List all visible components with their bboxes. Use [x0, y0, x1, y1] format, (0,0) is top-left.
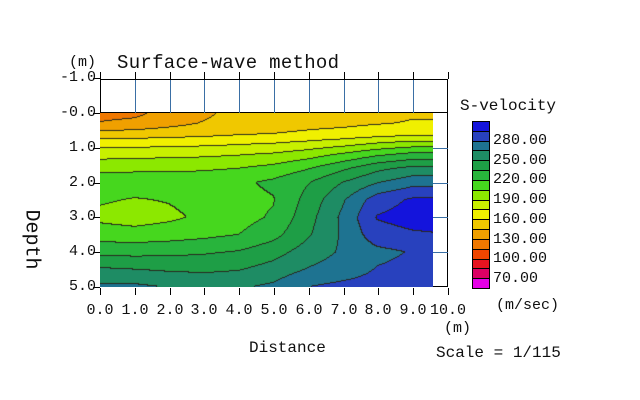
y-tick-label: 1.0 [68, 139, 96, 156]
legend-color-segment [473, 130, 489, 141]
top-tick [135, 72, 136, 79]
legend-color-segment [473, 199, 489, 210]
legend-color-segment [473, 248, 489, 259]
right-depth-tick [433, 148, 448, 149]
legend-color-segment [473, 268, 489, 279]
y-tick-label: 2.0 [68, 174, 96, 191]
left-tick [93, 113, 100, 114]
right-depth-tick [433, 252, 448, 253]
bottom-tick [309, 288, 310, 295]
bottom-tick [413, 288, 414, 295]
legend-color-segment [473, 179, 489, 190]
legend-value-label: 100.00 [493, 250, 548, 267]
top-tick [378, 72, 379, 79]
x-tick-label: 9.0 [399, 302, 427, 319]
y-tick-label: 3.0 [68, 208, 96, 225]
top-tick [239, 72, 240, 79]
legend-unit-label: (m/sec) [496, 297, 560, 314]
receiver-mark-line [170, 80, 171, 113]
x-tick-label: 6.0 [295, 302, 323, 319]
receiver-mark-line [378, 80, 379, 113]
legend-value-label: 130.00 [493, 231, 548, 248]
scale-note: Scale = 1/115 [436, 344, 561, 362]
legend-color-segment [473, 219, 489, 230]
receiver-mark-line [239, 80, 240, 113]
legend-title: S-velocity [460, 97, 557, 115]
bottom-tick [274, 288, 275, 295]
legend-color-segment [473, 150, 489, 161]
legend-color-segment [473, 189, 489, 200]
right-depth-tick [433, 217, 448, 218]
legend-value-label: 160.00 [493, 211, 548, 228]
top-tick [100, 72, 101, 79]
x-tick-label: 2.0 [156, 302, 184, 319]
bottom-tick [378, 288, 379, 295]
legend-color-segment [473, 209, 489, 220]
x-tick-label: 4.0 [225, 302, 253, 319]
legend-color-segment [473, 278, 489, 289]
left-tick [93, 183, 100, 184]
top-tick [448, 72, 449, 79]
x-tick-label: 1.0 [121, 302, 149, 319]
x-tick-label: 0.0 [86, 302, 114, 319]
y-tick-label: -0.0 [59, 104, 96, 121]
receiver-mark-line [413, 80, 414, 113]
left-tick [93, 287, 100, 288]
y-tick-label: -1.0 [59, 69, 96, 86]
legend-color-segment [473, 258, 489, 269]
right-depth-tick [433, 183, 448, 184]
distance-axis-label: Distance [249, 339, 326, 357]
left-tick [93, 217, 100, 218]
legend-color-segment [473, 170, 489, 180]
top-tick [170, 72, 171, 79]
left-tick [93, 252, 100, 253]
contour-plot-canvas [100, 113, 433, 287]
top-tick [204, 72, 205, 79]
receiver-mark-line [274, 80, 275, 113]
legend-color-segment [473, 160, 489, 171]
surface-zero-line [100, 112, 447, 113]
top-tick [309, 72, 310, 79]
bottom-tick [204, 288, 205, 295]
bottom-tick [100, 288, 101, 295]
y-tick-label: 4.0 [68, 243, 96, 260]
receiver-mark-line [135, 80, 136, 113]
legend-color-segment [473, 122, 489, 131]
bottom-tick [239, 288, 240, 295]
legend-colorbar [472, 121, 490, 289]
x-tick-label: 5.0 [260, 302, 288, 319]
x-tick-label: 10.0 [429, 302, 466, 319]
legend-value-label: 190.00 [493, 191, 548, 208]
top-tick [274, 72, 275, 79]
top-tick [413, 72, 414, 79]
left-tick [93, 78, 100, 79]
y-tick-label: 5.0 [68, 278, 96, 295]
left-tick [93, 148, 100, 149]
legend-color-segment [473, 140, 489, 151]
legend-color-segment [473, 238, 489, 249]
receiver-mark-line [309, 80, 310, 113]
bottom-tick [344, 288, 345, 295]
receiver-mark-line [204, 80, 205, 113]
bottom-tick [135, 288, 136, 295]
depth-unit-label: (m) [69, 54, 97, 71]
top-tick [344, 72, 345, 79]
legend-color-segment [473, 229, 489, 239]
x-tick-label: 8.0 [364, 302, 392, 319]
legend-value-label: 220.00 [493, 171, 548, 188]
legend-value-label: 250.00 [493, 152, 548, 169]
legend-value-label: 280.00 [493, 132, 548, 149]
bottom-tick [170, 288, 171, 295]
x-tick-label: 7.0 [330, 302, 358, 319]
bottom-tick [448, 288, 449, 295]
receiver-mark-line [344, 80, 345, 113]
legend-value-label: 70.00 [493, 270, 539, 287]
chart-title: Surface-wave method [117, 52, 340, 74]
x-tick-label: 3.0 [190, 302, 218, 319]
distance-unit-label: (m) [444, 320, 472, 337]
